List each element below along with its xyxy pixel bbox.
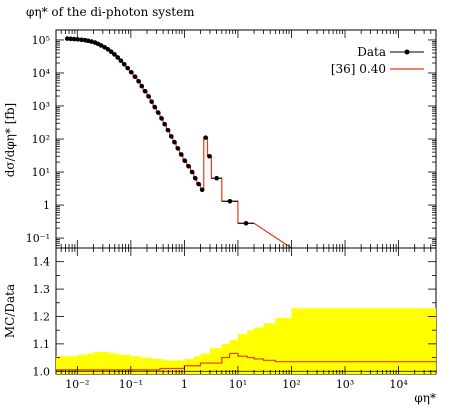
ratio-mc-line: [56, 352, 436, 371]
ratio-band-segment: [140, 357, 153, 374]
data-point: [102, 44, 107, 50]
ratio-band-segment: [109, 353, 119, 374]
ratio-band-segment: [102, 352, 110, 374]
chart-title: φη* of the di-photon system: [26, 5, 195, 19]
x-tick-label: 10²: [282, 378, 300, 391]
data-point: [182, 158, 188, 164]
data-point: [125, 65, 130, 71]
data-point: [192, 175, 198, 181]
data-point: [168, 134, 174, 139]
data-point: [112, 52, 117, 57]
legend: Data [36] 0.40: [331, 45, 424, 76]
data-point: [214, 175, 219, 181]
x-axis-label: φη*: [414, 391, 436, 405]
ratio-band-segment: [184, 358, 194, 374]
ratio-y-tick-label: 1.0: [33, 365, 51, 378]
ratio-band-segment: [56, 356, 66, 374]
data-point: [203, 135, 208, 140]
data-point: [196, 181, 201, 187]
data-point: [75, 37, 80, 42]
ratio-band-segment: [237, 334, 248, 374]
data-point: [115, 55, 121, 60]
x-tick-label: 10³: [336, 378, 354, 391]
ratio-band-segment: [254, 327, 264, 374]
ratio-band-segment: [163, 360, 177, 374]
data-point: [118, 58, 124, 64]
x-tick-label: 10⁻¹: [119, 378, 143, 391]
ratio-band-segment: [152, 358, 164, 374]
data-point: [243, 220, 249, 226]
ratio-band-segment: [86, 353, 94, 374]
ratio-band-segment: [93, 352, 103, 374]
data-point: [98, 43, 104, 48]
ratio-band-segment: [77, 354, 87, 374]
ratio-band-segment: [118, 354, 131, 374]
main-plot: 10⁵ 10⁴ 10³ 10² 10¹ 1 10⁻¹: [26, 29, 437, 249]
data-point: [68, 36, 74, 42]
data-point: [139, 83, 145, 89]
data-point: [128, 69, 134, 75]
ratio-y-tick-label: 1.4: [33, 256, 51, 269]
data-point: [172, 139, 177, 145]
ratio-y-tick-label: 1.3: [33, 283, 51, 296]
data-point: [149, 99, 154, 104]
data-point: [132, 74, 138, 80]
data-point: [186, 163, 191, 169]
data-point: [71, 36, 77, 42]
ratio-plot: 1.0 1.1 1.2 1.3 1.4 10⁻² 10⁻¹ 1 10¹ 10² 10³ 10⁴: [33, 248, 437, 391]
data-point: [159, 116, 164, 121]
ratio-band-segment: [200, 353, 210, 374]
x-tick-label: 1: [181, 378, 188, 391]
data-point: [227, 198, 233, 204]
ratio-y-axis-label: MC/Data: [3, 284, 17, 338]
y-tick-label: 10²: [32, 133, 50, 146]
data-point: [152, 104, 158, 110]
data-point: [142, 88, 148, 94]
y-tick-label: 10⁴: [32, 67, 51, 80]
data-point: [162, 121, 168, 127]
ratio-band-segment: [130, 356, 141, 374]
data-point: [64, 36, 70, 41]
data-point: [178, 152, 184, 157]
data-point: [207, 153, 212, 159]
data-point: [155, 110, 161, 115]
legend-marker-data-point: [404, 49, 410, 55]
data-point: [89, 39, 94, 44]
y-axis-label: dσ/dφη* [fb]: [3, 103, 17, 178]
data-point: [121, 61, 127, 67]
ratio-band-segment: [221, 343, 230, 374]
ratio-band-segment: [193, 356, 201, 374]
legend-label-data: Data: [357, 45, 386, 59]
x-tick-label: 10⁻²: [65, 378, 89, 391]
ratio-band-segment: [209, 347, 222, 374]
legend-label-mc: [36] 0.40: [331, 62, 386, 76]
ratio-y-tick-label: 1.2: [33, 310, 51, 323]
data-point: [105, 47, 111, 52]
ratio-band-segment: [247, 330, 255, 374]
data-point: [136, 78, 141, 84]
ratio-band-segment: [229, 339, 238, 374]
data-point: [79, 37, 84, 43]
data-point: [189, 169, 195, 175]
data-point: [165, 127, 171, 133]
y-tick-label: 10⁻¹: [26, 232, 50, 245]
mc-histogram-line: [65, 37, 292, 249]
data-point: [175, 146, 181, 151]
data-point: [199, 187, 205, 193]
data-point: [108, 49, 114, 55]
ratio-band-segment: [291, 308, 436, 374]
y-tick-label: 1: [43, 199, 50, 212]
data-point: [146, 94, 151, 99]
ratio-band-segment: [176, 360, 185, 374]
y-tick-label: 10¹: [32, 166, 50, 179]
ratio-band-segment: [275, 317, 292, 374]
x-tick-label: 10⁴: [389, 378, 408, 391]
y-tick-label: 10³: [32, 100, 50, 113]
y-tick-label: 10⁵: [32, 34, 50, 47]
ratio-band-segment: [263, 323, 276, 374]
ratio-y-tick-label: 1.1: [33, 338, 51, 351]
x-tick-label: 10¹: [229, 378, 247, 391]
ratio-band-segment: [65, 356, 78, 374]
